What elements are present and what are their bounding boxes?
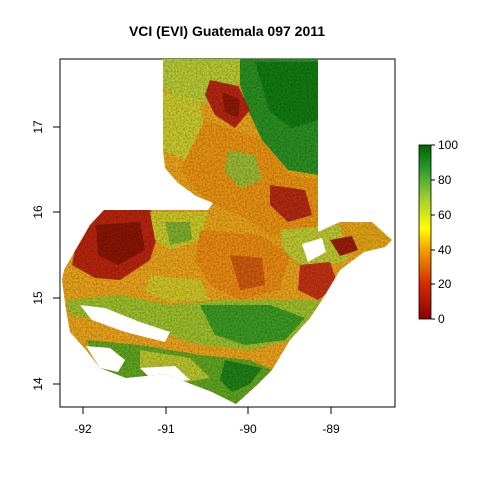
x-axis: -92 -91 -90 -89 xyxy=(74,407,340,436)
legend-label: 80 xyxy=(438,173,452,187)
y-tick-label: 14 xyxy=(31,377,45,391)
x-tick-label: -89 xyxy=(322,422,340,436)
legend-colorbar xyxy=(418,144,432,320)
legend-label: 20 xyxy=(438,277,452,291)
y-tick-label: 17 xyxy=(31,120,45,134)
y-tick-label: 16 xyxy=(31,205,45,219)
y-axis: 14 15 16 17 xyxy=(31,120,60,391)
x-tick-label: -92 xyxy=(74,422,92,436)
x-tick-label: -91 xyxy=(157,422,175,436)
x-tick-label: -90 xyxy=(239,422,257,436)
legend-label: 40 xyxy=(438,243,452,257)
y-tick-label: 15 xyxy=(31,291,45,305)
legend-label: 100 xyxy=(438,138,458,152)
legend-label: 60 xyxy=(438,208,452,222)
legend-label: 0 xyxy=(438,312,445,326)
map-title: VCI (EVI) Guatemala 097 2011 xyxy=(129,23,325,39)
color-legend: 0 20 40 60 80 100 xyxy=(418,138,458,326)
